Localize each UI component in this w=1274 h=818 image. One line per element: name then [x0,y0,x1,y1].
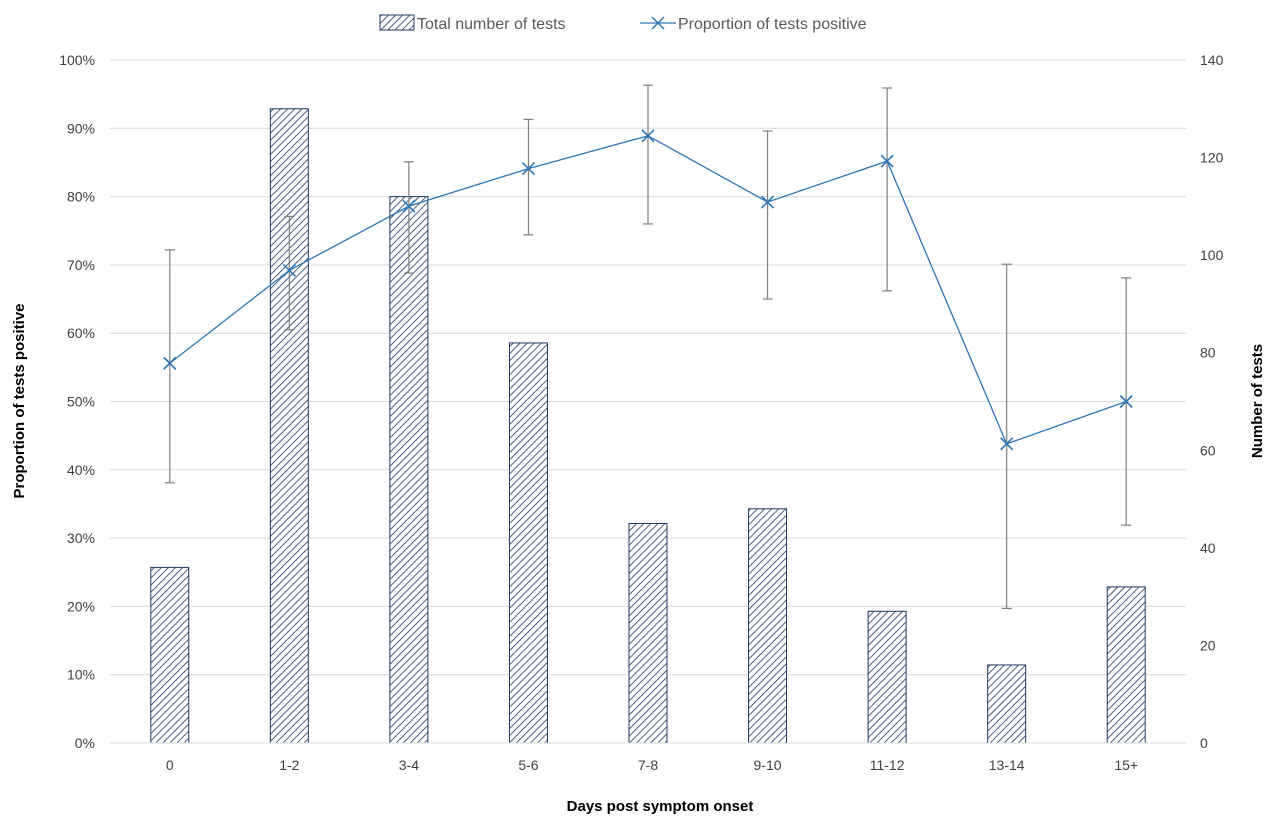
y-left-tick-label: 0% [75,735,95,751]
y-left-tick-label: 10% [67,667,95,683]
y-right-tick-label: 120 [1200,150,1224,166]
x-tick-label: 13-14 [989,757,1025,773]
data-point [880,154,894,168]
bar [389,196,429,744]
x-tick-label: 7-8 [638,757,658,773]
y-right-tick-label: 100 [1200,247,1224,263]
legend-line-label: Proportion of tests positive [678,16,867,33]
x-tick-label: 3-4 [399,757,419,773]
y-left-tick-label: 60% [67,325,95,341]
x-tick-label: 1-2 [279,757,299,773]
data-point [641,129,655,143]
error-bars [164,84,1132,610]
x-tick-label: 0 [166,757,174,773]
y-left-tick-label: 40% [67,462,95,478]
data-point [163,356,177,370]
legend-bar-swatch [379,14,415,31]
x-tick-label: 9-10 [754,757,782,773]
y-left-tick-label: 100% [59,52,95,68]
y-left-tick-label: 70% [67,257,95,273]
y-right-tick-label: 0 [1200,735,1208,751]
data-point [760,195,775,209]
y-right-tick-label: 60 [1200,442,1216,458]
bar [508,342,548,744]
y-right-tick-label: 140 [1200,52,1224,68]
y-axis-left-title: Proportion of tests positive [11,303,28,498]
data-point [1000,437,1014,451]
bar [987,664,1027,744]
y-left-tick-label: 50% [67,394,95,410]
y-right-tick-label: 20 [1200,637,1216,653]
bar [628,522,668,744]
data-point [1119,394,1133,409]
y-left-tick-label: 20% [67,598,95,614]
legend: Total number of tests Proportion of test… [379,14,867,33]
bar [1106,586,1146,744]
y-left-tick-label: 80% [67,189,95,205]
x-tick-label: 15+ [1114,757,1138,773]
legend-line-marker [651,16,665,30]
line-series [163,129,1133,451]
axes: 0% 10% 20% 30% 40% 50% 60% 70% 80% 90% 100% 0 20 40 60… [59,52,1223,773]
y-axis-right-title: Number of tests [1249,344,1266,458]
legend-bar-label: Total number of tests [417,16,566,33]
data-point [402,199,416,213]
x-tick-label: 5-6 [518,757,538,773]
data-point [521,162,536,176]
y-left-tick-label: 90% [67,120,95,136]
y-right-tick-label: 80 [1200,345,1216,361]
bar [867,610,907,744]
data-point [282,263,296,277]
y-left-tick-label: 30% [67,530,95,546]
bar [150,566,190,744]
x-tick-label: 11-12 [870,757,905,773]
bar [269,108,309,744]
y-right-tick-label: 40 [1200,540,1216,556]
x-axis-title: Days post symptom onset [567,798,754,815]
bar [748,508,788,744]
